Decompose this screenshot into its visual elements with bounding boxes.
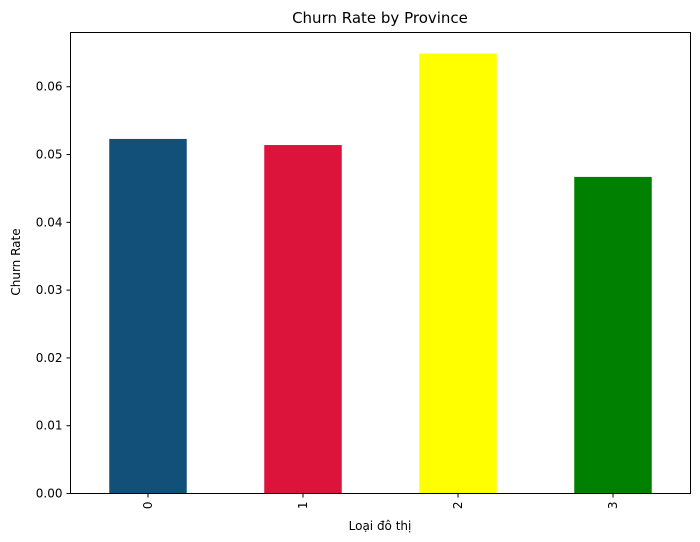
bar-3: [574, 176, 652, 494]
x-tick-label: 0: [141, 502, 155, 510]
chart-title: Churn Rate by Province: [292, 9, 468, 27]
y-axis-label: Churn Rate: [9, 228, 23, 295]
y-tick-label: 0.01: [36, 419, 63, 433]
y-tick-label: 0.06: [36, 80, 63, 94]
y-axis-ticks: 0.00 0.01 0.02 0.03 0.04 0.05 0.06: [36, 80, 71, 501]
bar-2: [419, 53, 497, 494]
y-tick-label: 0.03: [36, 283, 63, 297]
x-tick-label: 3: [606, 502, 620, 510]
x-tick-label: 2: [451, 502, 465, 510]
plot-frame: [70, 32, 691, 494]
y-tick-label: 0.02: [36, 351, 63, 365]
y-tick-label: 0.04: [36, 215, 63, 229]
x-axis-ticks: 0 1 2 3: [141, 493, 620, 510]
bar-0: [109, 138, 187, 494]
bar-1: [264, 145, 342, 494]
y-tick-label: 0.00: [36, 487, 63, 501]
bars-group: [109, 53, 652, 494]
x-axis-label: Loại đô thị: [349, 519, 412, 533]
x-tick-label: 1: [296, 502, 310, 510]
y-tick-label: 0.05: [36, 148, 63, 162]
